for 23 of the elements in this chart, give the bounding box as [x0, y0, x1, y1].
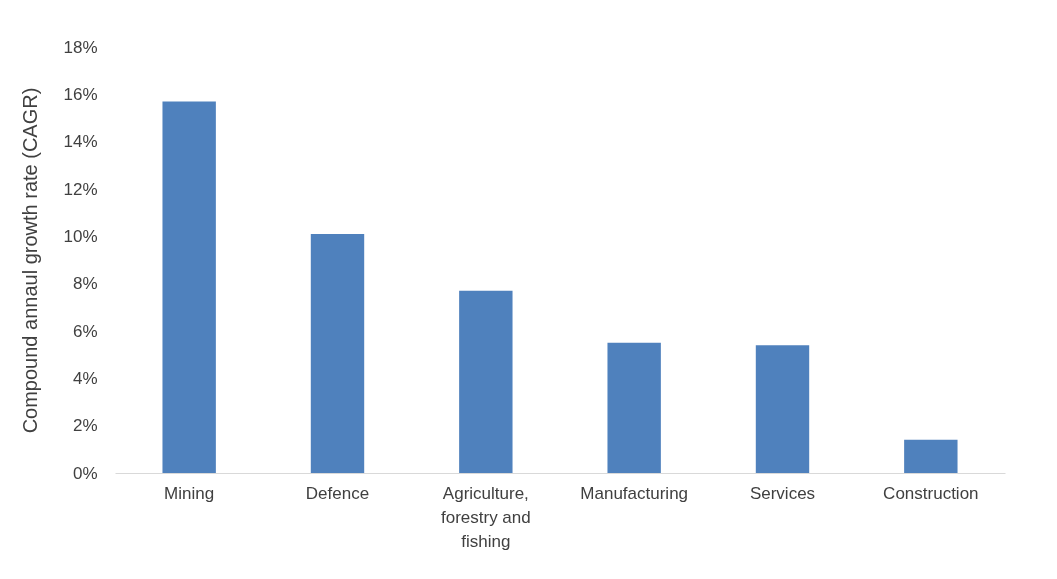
x-tick-label: Agriculture, forestry and fishing	[440, 483, 531, 551]
y-tick-label: 0%	[72, 463, 98, 483]
y-axis-title: Compound annaul growth rate (CAGR)	[19, 87, 42, 434]
y-tick-label: 12%	[63, 179, 98, 199]
bar	[755, 345, 810, 473]
x-tick-label: Construction	[883, 483, 979, 503]
bar	[904, 439, 958, 473]
bar	[162, 101, 216, 473]
bar	[459, 290, 513, 473]
y-tick-label: 6%	[72, 321, 98, 341]
y-tick-label: 16%	[63, 84, 98, 104]
bar	[310, 233, 365, 473]
y-tick-label: 18%	[63, 37, 98, 57]
y-tick-label: 8%	[72, 274, 98, 294]
x-tick-label: Mining	[164, 483, 215, 503]
x-tick-label: Services	[749, 483, 816, 503]
y-tick-label: 14%	[63, 132, 98, 152]
y-tick-label: 2%	[72, 416, 98, 436]
x-tick-label: Manufacturing	[580, 483, 689, 503]
y-tick-label: 10%	[63, 226, 98, 246]
x-tick-label: Defence	[305, 483, 370, 503]
y-tick-label: 4%	[72, 368, 98, 388]
bar	[607, 342, 661, 473]
